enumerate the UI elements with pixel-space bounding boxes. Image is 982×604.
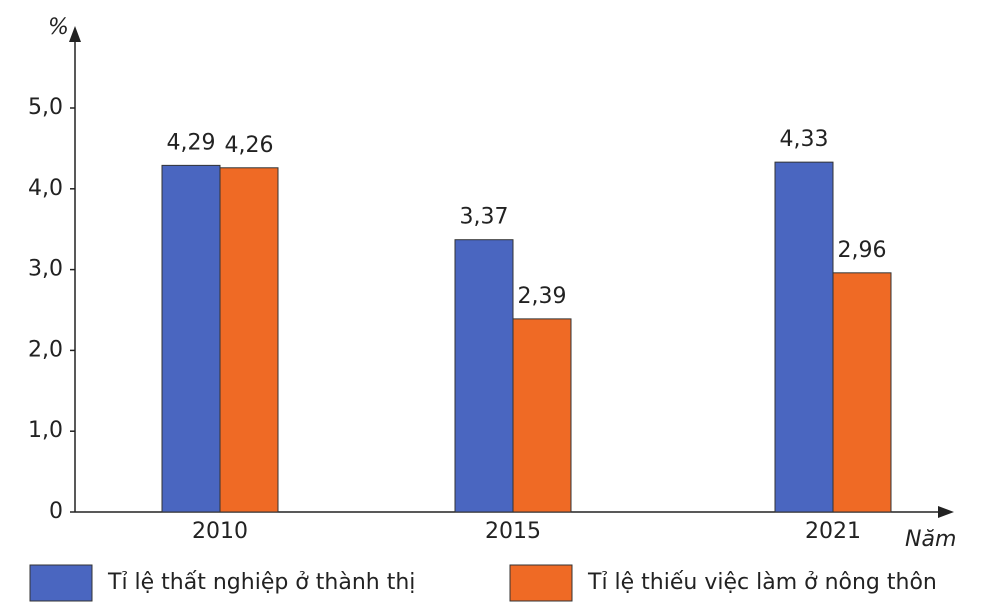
y-axis-label: % bbox=[48, 15, 69, 40]
bar bbox=[774, 161, 834, 513]
bar bbox=[832, 272, 892, 513]
legend-label: Tỉ lệ thất nghiệp ở thành thị bbox=[107, 570, 415, 595]
legend-label: Tỉ lệ thiếu việc làm ở nông thôn bbox=[587, 570, 937, 595]
y-tick-label: 5,0 bbox=[28, 95, 63, 120]
legend-swatch bbox=[29, 564, 93, 602]
x-tick-label: 2010 bbox=[192, 519, 248, 544]
y-tick-label: 2,0 bbox=[28, 337, 63, 362]
x-tick-label: 2021 bbox=[805, 519, 861, 544]
data-label: 4,33 bbox=[780, 127, 829, 152]
data-label: 3,37 bbox=[460, 205, 509, 230]
data-label: 4,29 bbox=[167, 130, 216, 155]
data-label: 4,26 bbox=[225, 133, 274, 158]
data-label: 2,96 bbox=[838, 238, 887, 263]
bar bbox=[512, 318, 572, 513]
x-axis-label: Năm bbox=[905, 527, 956, 552]
y-tick-label: 0 bbox=[49, 499, 63, 524]
x-tick-label: 2015 bbox=[485, 519, 541, 544]
y-tick-label: 4,0 bbox=[28, 176, 63, 201]
bar bbox=[454, 239, 514, 513]
y-arrow bbox=[69, 26, 81, 42]
y-tick-label: 3,0 bbox=[28, 257, 63, 282]
y-tick-label: 1,0 bbox=[28, 418, 63, 443]
x-arrow bbox=[938, 506, 954, 518]
bar bbox=[161, 164, 221, 513]
bar bbox=[219, 167, 279, 513]
data-label: 2,39 bbox=[518, 284, 567, 309]
legend-swatch bbox=[509, 564, 573, 602]
